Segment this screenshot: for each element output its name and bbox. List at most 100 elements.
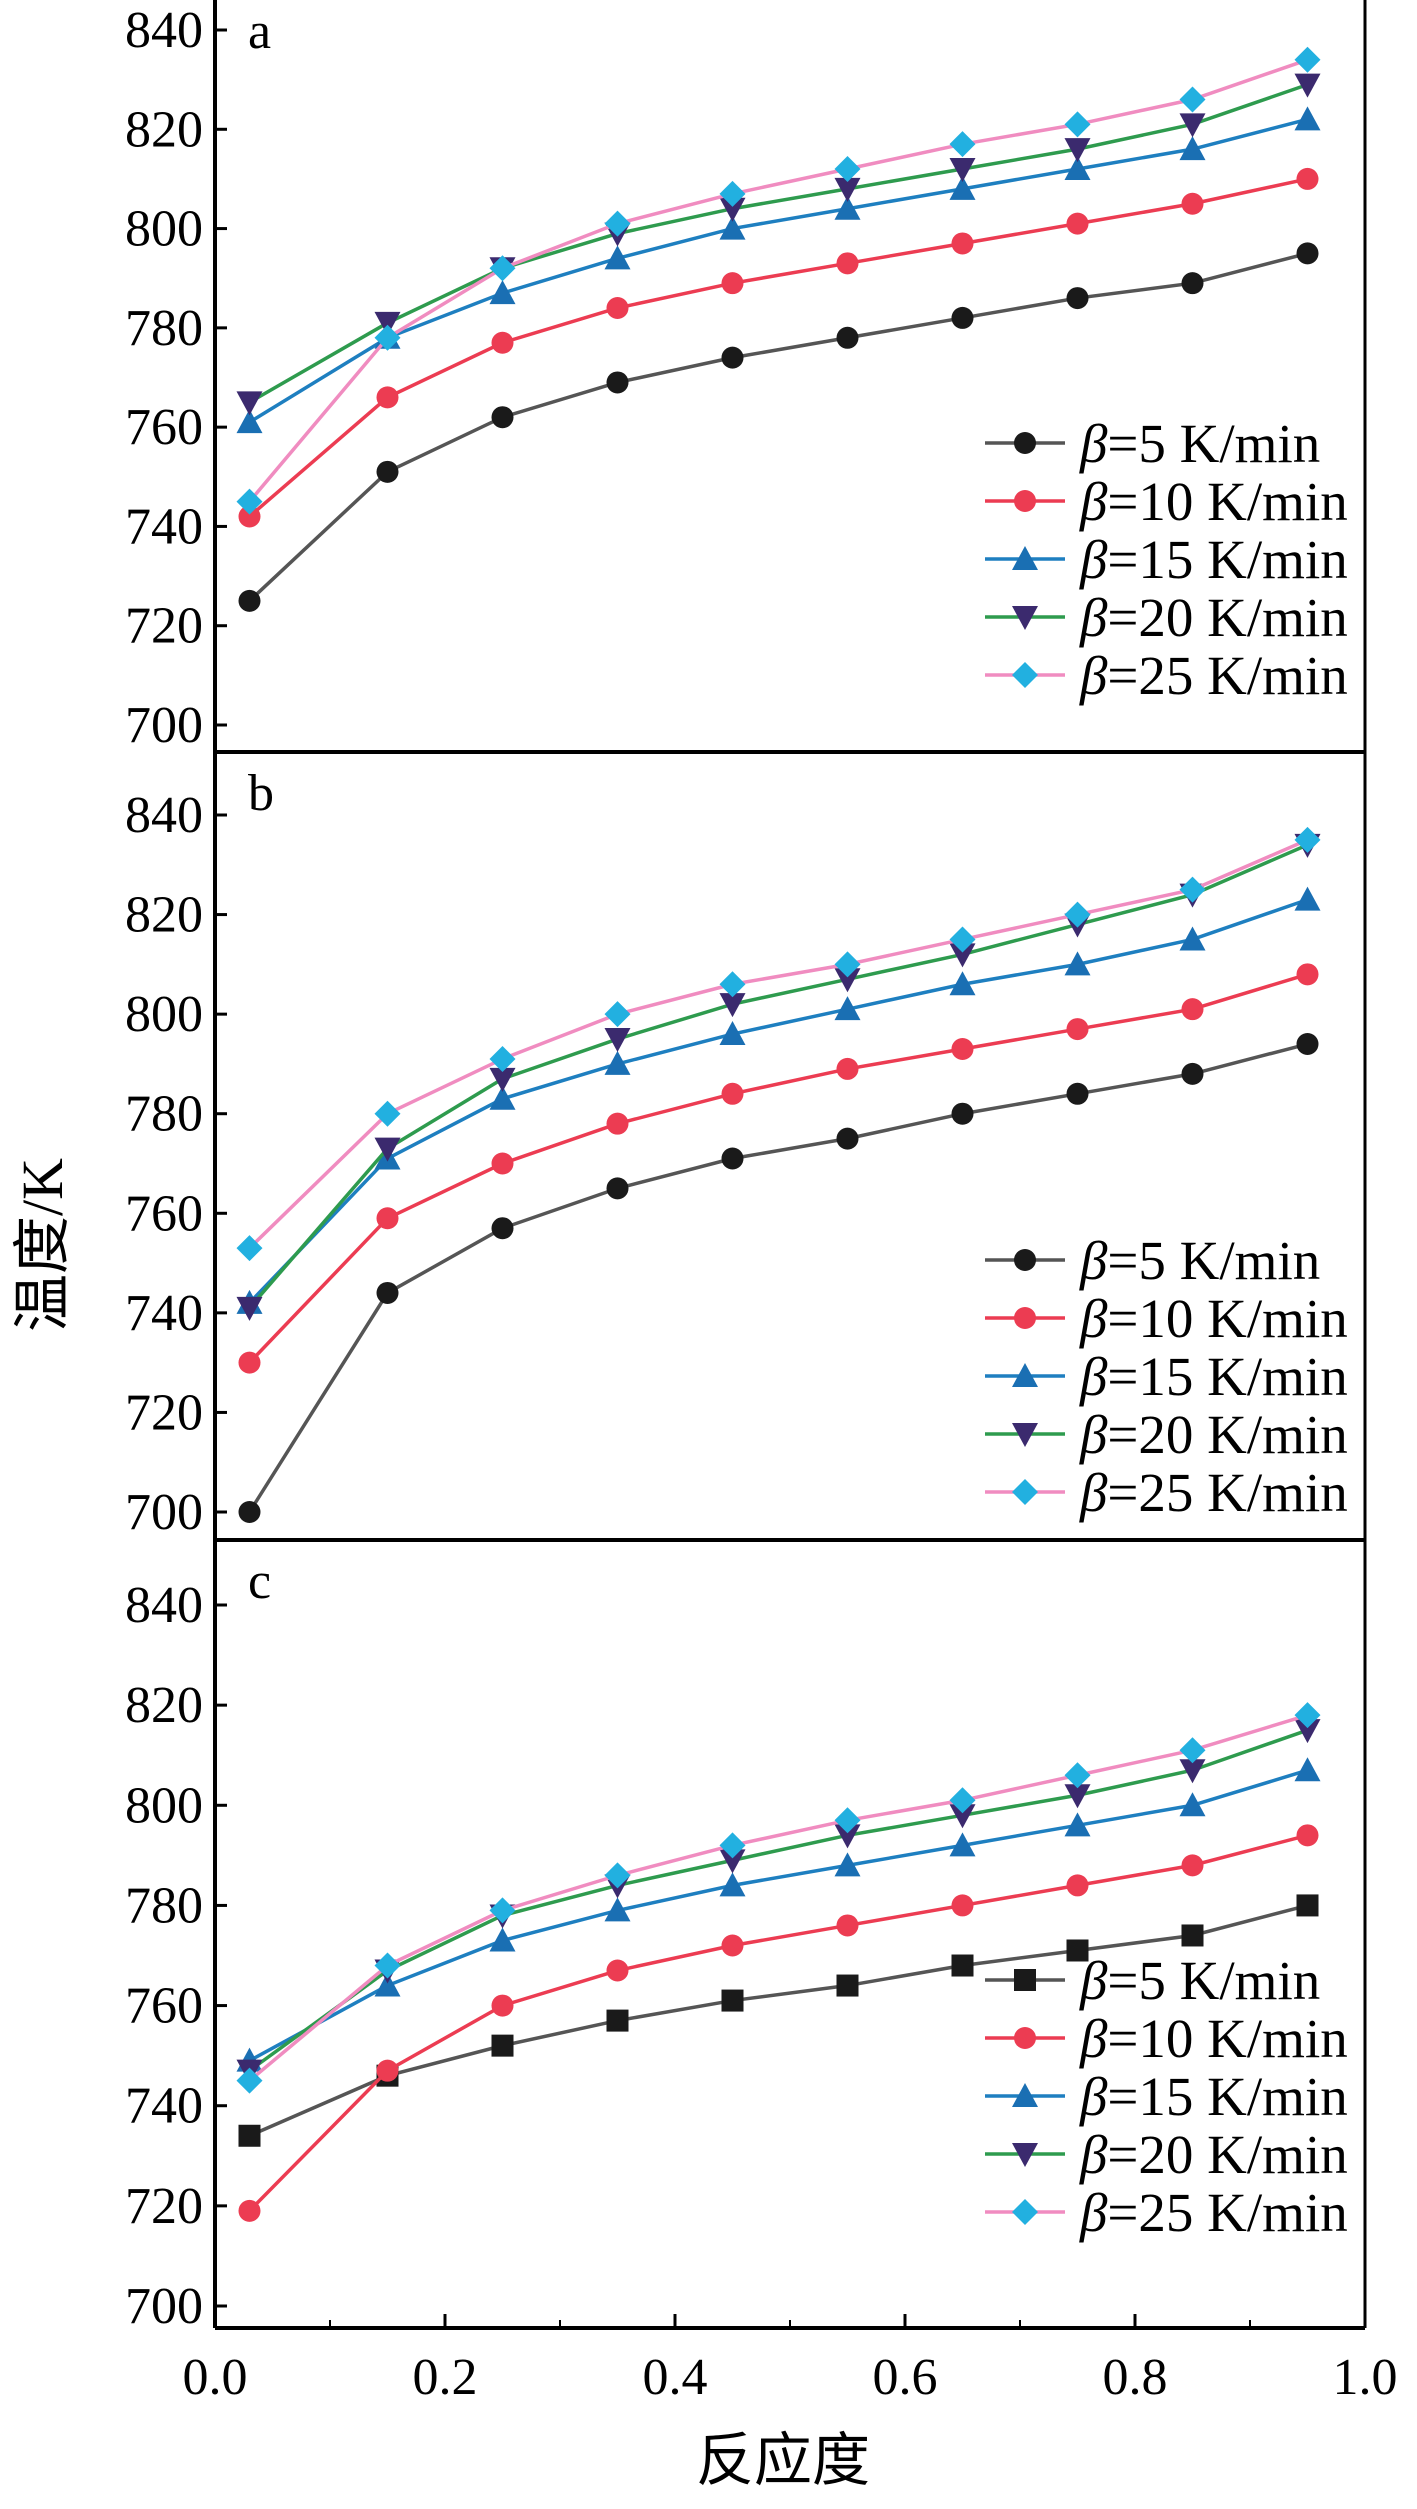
legend-marker <box>1014 1307 1036 1329</box>
y-tick-label: 800 <box>125 1777 203 1834</box>
data-point <box>1296 963 1319 986</box>
data-point <box>489 1927 516 1952</box>
y-tick-label: 820 <box>125 1677 203 1734</box>
y-tick-label: 720 <box>125 2178 203 2235</box>
data-point <box>376 386 399 409</box>
data-point <box>604 1001 631 1028</box>
series-0 <box>238 1894 1319 2147</box>
data-point <box>1294 886 1321 911</box>
legend-label: β=15 K/min <box>1079 529 1348 590</box>
legend-rate: =15 K/min <box>1107 1346 1347 1407</box>
x-tick-label: 0.8 <box>1103 2349 1168 2406</box>
data-point <box>374 1137 401 1162</box>
series-4 <box>236 1702 1321 2094</box>
x-axis-title: 反应度 <box>696 2428 870 2493</box>
data-point <box>951 232 974 255</box>
legend-marker <box>1012 2199 1038 2225</box>
legend-rate: =25 K/min <box>1107 2182 1347 2243</box>
data-point <box>949 1832 976 1857</box>
legend-label: β=10 K/min <box>1079 1288 1348 1349</box>
data-point <box>721 346 744 369</box>
data-point <box>834 195 861 220</box>
legend-rate: =15 K/min <box>1107 2066 1347 2127</box>
data-point <box>236 409 263 434</box>
data-point <box>1066 1082 1089 1105</box>
data-point <box>236 2067 263 2094</box>
legend-rate: =5 K/min <box>1107 413 1320 474</box>
data-point <box>489 280 516 305</box>
legend-beta: β <box>1079 1404 1108 1465</box>
legend-beta: β <box>1079 1950 1108 2011</box>
data-point <box>719 971 746 998</box>
series-2 <box>236 1757 1321 2072</box>
data-point <box>949 926 976 953</box>
legend-marker <box>1012 1423 1038 1447</box>
data-point <box>238 589 261 612</box>
data-point <box>1181 1924 1204 1947</box>
data-point <box>236 488 263 515</box>
data-point <box>834 177 861 202</box>
legend-marker <box>1012 546 1038 570</box>
data-point <box>834 1824 861 1849</box>
legend-beta: β <box>1079 2066 1108 2127</box>
x-tick-label: 0.4 <box>643 2349 708 2406</box>
legend-beta: β <box>1079 2182 1108 2243</box>
series-0 <box>238 242 1319 612</box>
data-point <box>1294 73 1321 98</box>
legend-beta: β <box>1079 471 1108 532</box>
legend-rate: =20 K/min <box>1107 1404 1347 1465</box>
legend-marker <box>1012 2083 1038 2107</box>
data-point <box>491 406 514 429</box>
y-tick-label: 740 <box>125 498 203 555</box>
data-point <box>606 297 629 319</box>
legend-rate: =20 K/min <box>1107 587 1347 648</box>
legend-marker <box>1012 1363 1038 1387</box>
data-point <box>376 460 399 483</box>
y-tick-label: 840 <box>125 2 203 59</box>
y-tick-label: 820 <box>125 101 203 158</box>
data-point <box>951 1037 974 1060</box>
legend-rate: =10 K/min <box>1107 2008 1347 2069</box>
legend-beta: β <box>1079 1462 1108 1523</box>
data-point <box>236 1235 263 1262</box>
legend-rate: =15 K/min <box>1107 529 1347 590</box>
series-2 <box>236 886 1321 1314</box>
x-tick-label: 0.6 <box>873 2349 938 2406</box>
y-tick-label: 720 <box>125 1384 203 1441</box>
series-line <box>248 838 1309 1250</box>
legend-beta: β <box>1079 2008 1108 2069</box>
legend-rate: =10 K/min <box>1107 471 1347 532</box>
legend-label: β=15 K/min <box>1079 1346 1348 1407</box>
data-point <box>236 1296 263 1321</box>
data-point <box>604 1897 631 1922</box>
data-point <box>1064 156 1091 180</box>
legend-marker <box>1014 432 1036 454</box>
data-point <box>489 255 516 282</box>
legend-label: β=5 K/min <box>1079 1230 1320 1291</box>
y-tick-label: 780 <box>125 1086 203 1143</box>
data-point <box>1296 1824 1319 1847</box>
data-point <box>1181 1062 1204 1085</box>
data-point <box>374 1952 401 1979</box>
data-point <box>1064 1784 1091 1809</box>
series-1 <box>238 167 1319 528</box>
data-point <box>1294 46 1321 73</box>
y-tick-label: 780 <box>125 300 203 357</box>
y-tick-label: 760 <box>125 1185 203 1242</box>
data-point <box>1066 212 1089 235</box>
y-tick-label: 840 <box>125 787 203 844</box>
y-tick-label: 800 <box>125 201 203 258</box>
data-point <box>374 1100 401 1127</box>
data-point <box>1066 287 1089 310</box>
data-point <box>1179 1759 1206 1784</box>
data-point <box>1179 926 1206 951</box>
data-point <box>1294 1757 1321 1782</box>
y-tick-label: 760 <box>125 1978 203 2035</box>
legend-label: β=25 K/min <box>1079 2182 1348 2243</box>
series-line <box>248 1728 1309 2073</box>
